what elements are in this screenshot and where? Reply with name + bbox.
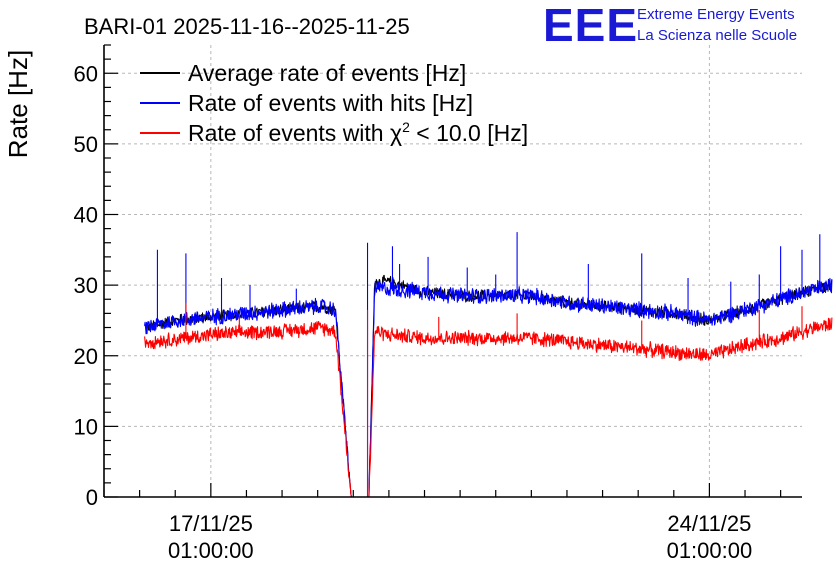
x-tick-date: 24/11/25 [667,511,751,536]
axes: 010203040506017/11/2501:00:0024/11/2501:… [74,44,802,563]
y-tick-label: 60 [74,61,98,86]
series-rate-chi2-line [144,302,833,498]
legend: Average rate of events [Hz] Rate of event… [140,60,528,146]
grid-lines [104,45,802,497]
y-tick-label: 30 [74,273,98,298]
x-tick-time: 01:00:00 [168,538,254,563]
eee-logo: EEE [543,0,638,51]
y-tick-label: 0 [86,485,98,510]
chart-title: BARI-01 2025-11-16--2025-11-25 [84,14,410,39]
y-tick-label: 20 [74,344,98,369]
y-tick-label: 10 [74,414,98,439]
legend-label: Average rate of events [Hz] [188,60,466,86]
series-rate-with-hits-line [144,232,833,498]
data-series [144,232,833,498]
logo-line-2: La Scienza nelle Scuole [637,27,797,44]
x-tick-time: 01:00:00 [667,538,753,563]
y-tick-label: 40 [74,203,98,228]
x-tick-date: 17/11/25 [169,511,253,536]
legend-label: Rate of events with hits [Hz] [188,90,473,116]
legend-label: Rate of events with χ2 < 10.0 [Hz] [188,119,528,146]
logo-line-1: Extreme Energy Events [637,6,795,23]
y-tick-label: 50 [74,132,98,157]
y-axis-label: Rate [Hz] [3,50,33,158]
